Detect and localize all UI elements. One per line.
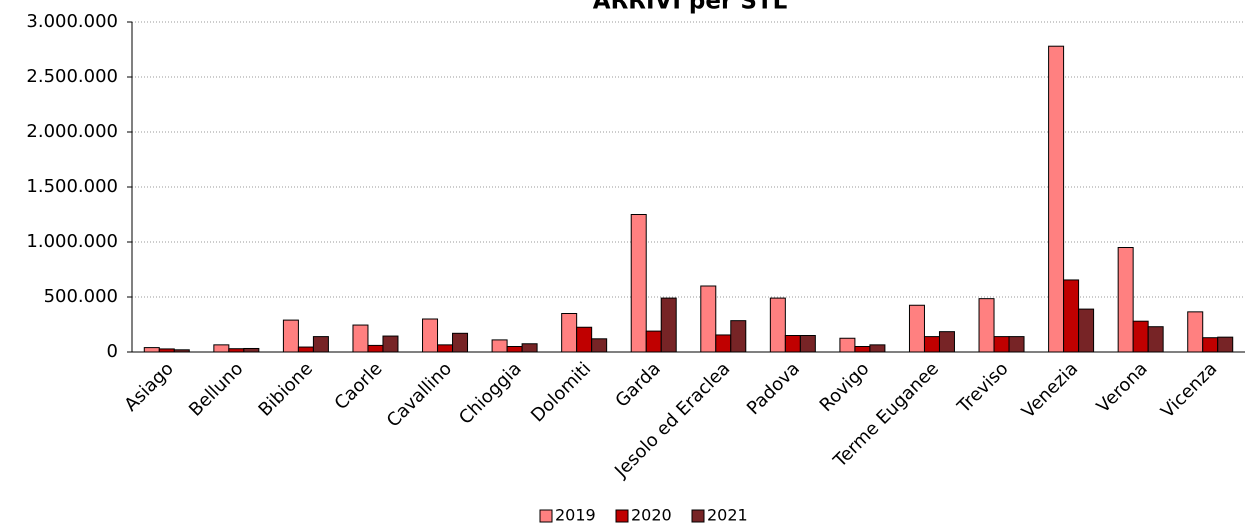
bar [730,320,747,353]
legend-swatch [691,509,705,523]
bar [854,346,871,353]
bar [1187,311,1204,353]
legend-swatch [615,509,629,523]
x-tick-label: Belluno [185,358,247,420]
bar [784,335,801,353]
bar [452,332,469,353]
x-tick-label: Treviso [953,358,1013,418]
bar [1008,336,1025,353]
bar [1147,326,1164,353]
x-tick-label: Garda [611,358,664,411]
x-tick-label: Bibione [255,358,317,420]
bar [769,297,786,353]
x-tick-label: Dolomiti [527,358,595,426]
bar [799,335,816,353]
x-tick-label: Rovigo [816,358,874,416]
bar [700,285,717,353]
bar [1132,320,1149,353]
bar [173,349,190,353]
bar [1217,336,1234,353]
y-tick-label: 500.000 [44,286,118,307]
chart-title: ARRIVI per STL [593,0,788,15]
bar [869,344,886,353]
x-tick-label: Padova [743,358,804,419]
x-tick-label: Cavallino [383,358,456,431]
bar [491,339,508,353]
bar [978,298,995,353]
bar [993,336,1010,353]
bar [591,338,608,353]
bar [228,348,245,353]
legend-label: 2019 [555,506,596,525]
bar [312,336,329,353]
x-tick-label: Vicenza [1157,358,1221,422]
bar [213,344,230,353]
bar [352,324,369,353]
bar [158,348,175,353]
x-tick-label: Chioggia [455,358,526,429]
bar [437,344,454,353]
bar [243,347,260,353]
bar [297,346,314,353]
bar [506,346,523,353]
x-tick-label: Caorle [331,358,387,414]
bar [367,344,384,353]
bar [1048,45,1065,353]
legend-swatch [539,509,553,523]
bar [1078,308,1095,353]
bar [382,335,399,353]
x-tick-label: Jesolo ed Eraclea [610,358,734,482]
bar [645,330,662,353]
bar [938,331,955,353]
bar [1117,247,1134,353]
y-tick-label: 2.500.000 [26,66,118,87]
bar [422,318,439,353]
bar [1063,279,1080,353]
x-tick-label: Verona [1093,358,1152,417]
bar [561,313,578,353]
bar [1202,337,1219,353]
bar [660,297,677,353]
legend-label: 2021 [707,506,748,525]
y-tick-label: 2.000.000 [26,121,118,142]
bar [908,304,925,353]
bar [576,326,593,353]
bar [143,347,160,353]
y-tick-label: 3.000.000 [26,11,118,32]
bar [839,337,856,353]
bar [923,336,940,353]
bar [715,334,732,353]
y-tick-label: 1.000.000 [26,231,118,252]
x-tick-label: Asiago [120,358,177,415]
y-tick-label: 0 [107,341,118,362]
bar [282,319,299,353]
y-tick-label: 1.500.000 [26,176,118,197]
x-tick-label: Venezia [1018,358,1082,422]
legend-label: 2020 [631,506,672,525]
bar [630,214,647,353]
bar [521,343,538,353]
